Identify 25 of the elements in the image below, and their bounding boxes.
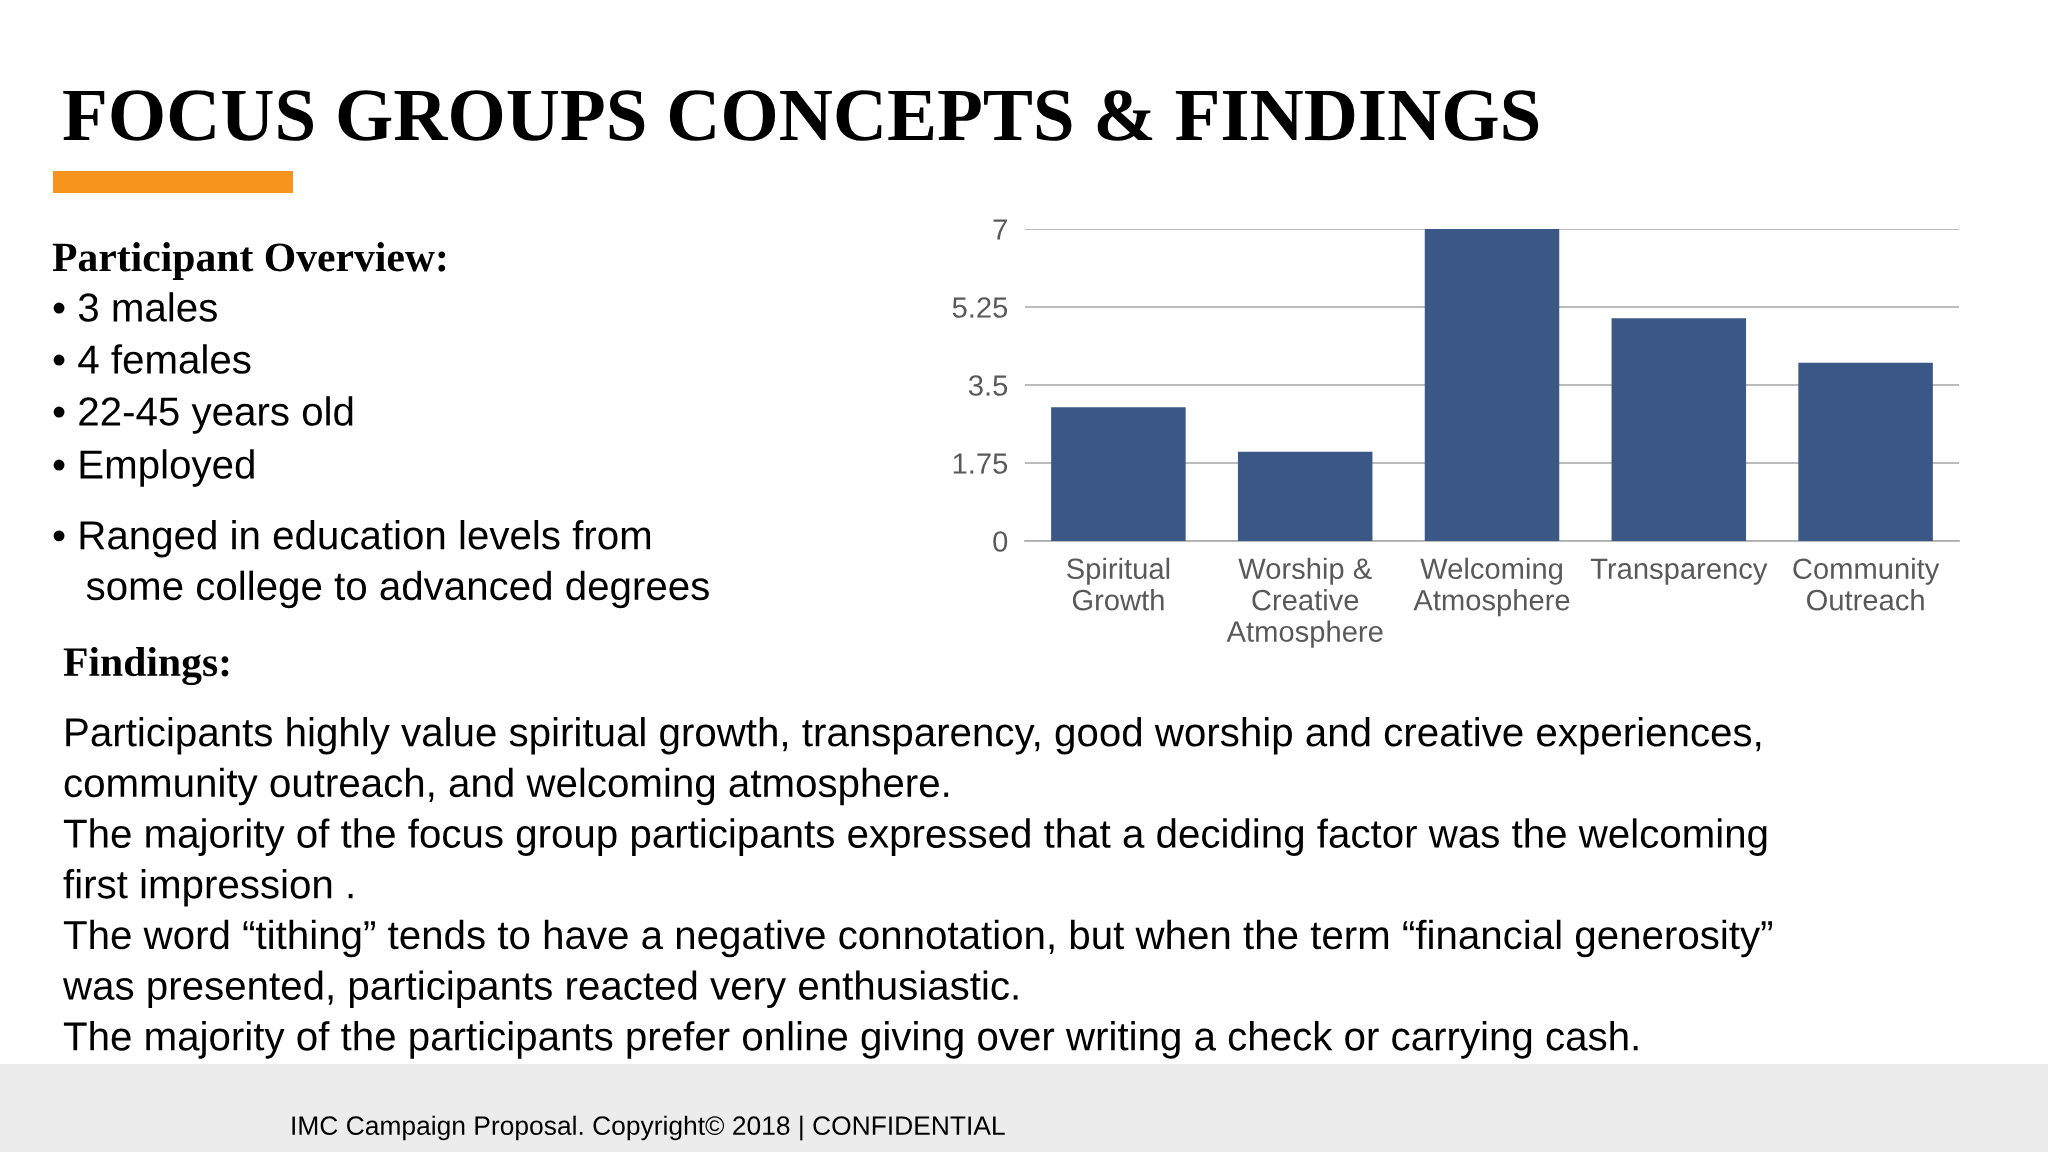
- text: • 4 females: [53, 344, 251, 374]
- y-tick-label: 1.75: [953, 453, 1008, 474]
- bar: [1051, 407, 1186, 541]
- x-tick-label: Transparency: [1590, 558, 1768, 585]
- x-tick-label: Worship & Creative Atmosphere: [1226, 557, 1383, 648]
- text: • Ranged in education levels from some college to advanced degrees: [53, 520, 709, 609]
- x-tick-label: Spiritual Growth: [1067, 557, 1170, 611]
- text: Participant Overview:: [52, 242, 446, 280]
- text: Participants highly value spiritual growth, transparency, good worship and creative experiences, community outreach, and welcoming atmosphere. The majority of the focus group participants expressed that a deciding factor was the welcoming first impression . The word “tithing” tends to have a negative connotation, but when the term “financial generosity” was presented, participants reacted very enthusiastic. The majority of the participants prefer online giving over writing a check or carrying cash.: [62, 717, 1773, 1059]
- y-tick-label: 5.25: [952, 297, 1008, 318]
- y-tick-label: 0: [993, 531, 1008, 552]
- chart-title: FOCUS GROUPS CONCEPTS & FINDINGS: [63, 90, 1539, 141]
- text: Findings:: [63, 646, 229, 686]
- x-tick-label: Welcoming Atmosphere: [1413, 557, 1570, 617]
- bar: [1798, 362, 1933, 541]
- x-tick-label: Community Outreach: [1793, 557, 1940, 611]
- bar: [1237, 451, 1373, 541]
- text: • 3 males: [53, 292, 217, 322]
- bar: [1424, 229, 1560, 541]
- y-tick-label: 3.5: [968, 375, 1008, 396]
- text: • Employed: [53, 449, 254, 487]
- text: • 22-45 years old: [53, 396, 353, 434]
- y-tick-label: 7: [993, 219, 1007, 240]
- text: IMC Campaign Proposal. Copyright© 2018 | CONFIDENTIAL: [292, 1115, 1005, 1141]
- bar: [1611, 318, 1747, 541]
